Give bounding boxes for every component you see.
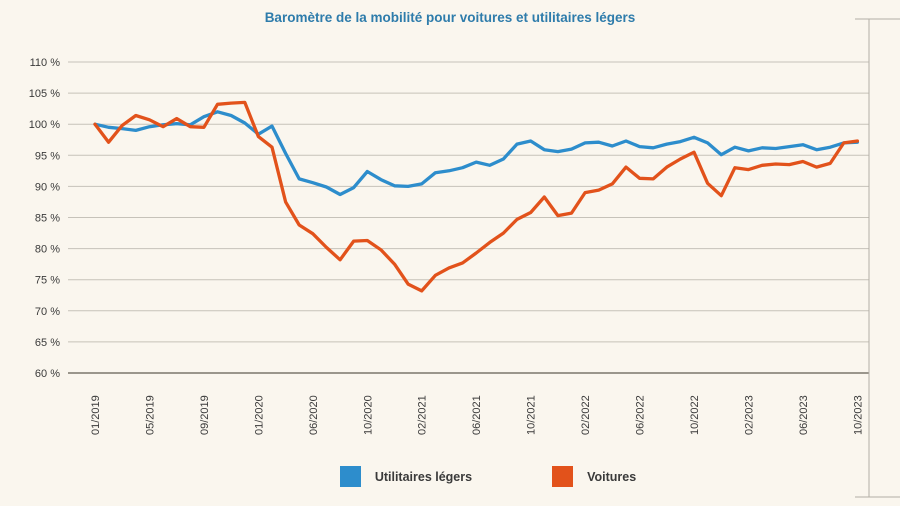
svg-text:105 %: 105 % xyxy=(29,88,60,100)
svg-text:60 %: 60 % xyxy=(35,368,60,380)
svg-text:09/2019: 09/2019 xyxy=(199,395,211,435)
svg-text:02/2021: 02/2021 xyxy=(417,395,429,435)
legend-label-voitures: Voitures xyxy=(587,469,637,484)
legend-swatch-utilitaires-legers xyxy=(339,466,361,487)
svg-text:75 %: 75 % xyxy=(35,275,60,287)
svg-text:02/2023: 02/2023 xyxy=(743,395,755,435)
svg-text:10/2021: 10/2021 xyxy=(526,395,538,435)
svg-text:10/2023: 10/2023 xyxy=(852,395,864,435)
legend-item-voitures: Voitures xyxy=(552,466,636,487)
svg-text:06/2022: 06/2022 xyxy=(635,395,647,435)
svg-text:05/2019: 05/2019 xyxy=(144,395,156,435)
svg-text:90 %: 90 % xyxy=(35,181,60,193)
svg-text:06/2020: 06/2020 xyxy=(308,395,320,435)
svg-text:85 %: 85 % xyxy=(35,213,60,225)
svg-text:06/2021: 06/2021 xyxy=(471,395,483,435)
legend-label-utilitaires-legers: Utilitaires légers xyxy=(374,469,473,484)
svg-text:95 %: 95 % xyxy=(35,150,60,162)
svg-text:06/2023: 06/2023 xyxy=(798,395,810,435)
svg-text:01/2020: 01/2020 xyxy=(253,395,265,435)
svg-text:70 %: 70 % xyxy=(35,306,60,318)
legend-item-utilitaires-legers: Utilitaires légers xyxy=(339,466,473,487)
svg-text:80 %: 80 % xyxy=(35,244,60,256)
chart-title: Baromètre de la mobilité pour voitures e… xyxy=(264,10,636,25)
svg-text:02/2022: 02/2022 xyxy=(580,395,592,435)
svg-text:100 %: 100 % xyxy=(29,119,60,131)
svg-text:10/2022: 10/2022 xyxy=(689,395,701,435)
legend-swatch-voitures xyxy=(552,466,574,487)
svg-text:65 %: 65 % xyxy=(35,337,60,349)
svg-text:10/2020: 10/2020 xyxy=(362,395,374,435)
svg-text:01/2019: 01/2019 xyxy=(90,395,102,435)
svg-text:110 %: 110 % xyxy=(30,57,61,69)
chart-legend: Utilitaires légers Voitures xyxy=(38,466,900,487)
